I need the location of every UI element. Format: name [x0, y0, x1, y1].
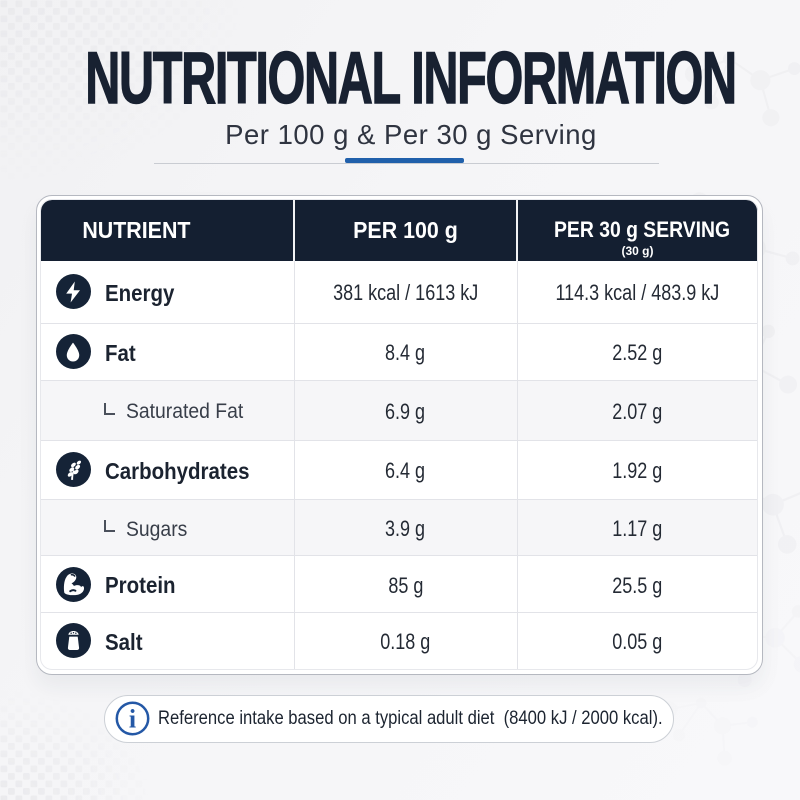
- svg-text:i: i: [128, 705, 135, 734]
